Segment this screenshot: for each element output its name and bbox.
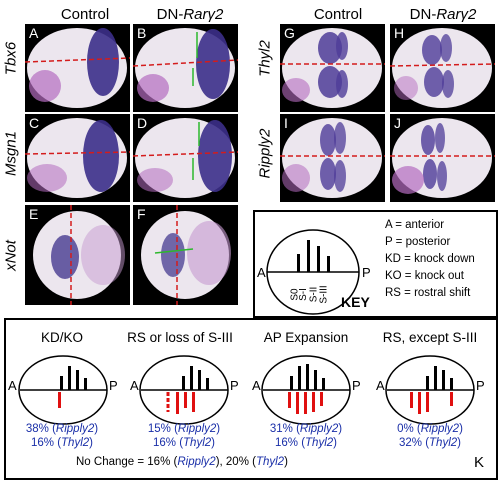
panel-label: A — [29, 25, 39, 41]
category-axis-a-1: A — [8, 378, 17, 393]
row-label-xnot: xNot — [2, 240, 20, 271]
key-box: A P S0 S-I S-II S-III KEY A = anterior P… — [253, 210, 498, 318]
panel-k-label: K — [474, 454, 485, 471]
key-legend-anterior: A = anterior — [385, 219, 445, 231]
no-change-summary: No Change = 16% (Ripply2), 20% (Thyl2) — [76, 456, 288, 468]
panel-label: C — [29, 115, 40, 131]
key-legend: A = anterior P = posterior KD = knock do… — [385, 217, 475, 302]
panel-i: I — [280, 114, 385, 202]
category-axis-a-2: A — [130, 378, 139, 393]
panel-label: D — [137, 115, 148, 131]
category-title-kdko: KD/KO — [40, 330, 83, 345]
key-title: KEY — [341, 294, 370, 310]
panel-j: J — [390, 114, 495, 202]
category-axis-p-2: P — [230, 378, 239, 393]
panel-label: H — [394, 25, 405, 41]
pct-ripply2: 0% (Ripply2) — [397, 423, 463, 435]
panel-h: H — [390, 24, 495, 112]
key-axis-p: P — [362, 265, 371, 280]
header-right-dn-prefix: DN- — [409, 6, 437, 23]
panel-a: A — [25, 24, 130, 112]
row-label-thyl2: Thyl2 — [256, 40, 274, 77]
row-label-tbx6: Tbx6 — [2, 41, 20, 76]
category-axis-a-4: A — [376, 378, 385, 393]
panel-label: F — [137, 206, 146, 222]
category-axis-p-3: P — [352, 378, 361, 393]
panel-label: G — [284, 25, 295, 41]
category-diagrams — [18, 355, 475, 425]
row-label-msgn1: Msgn1 — [2, 130, 20, 177]
pct-thyl2: 32% (Thyl2) — [398, 437, 461, 449]
category-title-rs-loss: RS or loss of S-III — [127, 330, 233, 345]
category-axis-p-1: P — [109, 378, 118, 393]
key-legend-kd: KD = knock down — [385, 253, 475, 265]
pct-thyl2: 16% (Thyl2) — [30, 437, 93, 449]
header-left-dn: DN-Rarγ2 — [140, 6, 240, 23]
category-title-rs-except: RS, except S-III — [382, 330, 478, 345]
pct-thyl2: 16% (Thyl2) — [274, 437, 337, 449]
header-right-dn-gene: Rarγ2 — [436, 6, 477, 23]
category-axis-a-3: A — [252, 378, 261, 393]
pct-ripply2: 38% (Ripply2) — [25, 423, 99, 435]
key-legend-ko: KO = knock out — [385, 270, 464, 282]
header-left-dn-gene: Rarγ2 — [183, 6, 224, 23]
header-left-control: Control — [60, 6, 110, 23]
panel-b: B — [133, 24, 238, 112]
pct-ripply2: 31% (Ripply2) — [269, 423, 343, 435]
panel-label: I — [284, 115, 288, 131]
panel-c: C — [25, 114, 130, 202]
panel-label: J — [394, 115, 401, 131]
category-pct-kdko: 38% (Ripply2) 16% (Thyl2) — [2, 422, 122, 450]
category-pct-rs-except: 0% (Ripply2) 32% (Thyl2) — [370, 422, 490, 450]
pct-thyl2: 16% (Thyl2) — [152, 437, 215, 449]
header-right-control: Control — [313, 6, 363, 23]
header-left-dn-prefix: DN- — [156, 6, 184, 23]
panel-d: D — [133, 114, 238, 202]
panel-f: F — [133, 205, 238, 305]
category-pct-rs-loss: 15% (Ripply2) 16% (Thyl2) — [124, 422, 244, 450]
category-title-ap-expansion: AP Expansion — [263, 330, 349, 345]
pct-ripply2: 15% (Ripply2) — [147, 423, 221, 435]
key-axis-a: A — [257, 265, 266, 280]
key-diagram — [266, 229, 360, 315]
categories-box: KD/KO RS or loss of S-III AP Expansion R… — [4, 318, 498, 480]
category-axis-p-4: P — [476, 378, 485, 393]
key-legend-posterior: P = posterior — [385, 236, 451, 248]
panel-label: E — [29, 206, 39, 222]
category-pct-ap-expansion: 31% (Ripply2) 16% (Thyl2) — [246, 422, 366, 450]
key-somite-s3: S-III — [318, 285, 330, 304]
row-label-ripply2: Ripply2 — [256, 128, 274, 179]
header-right-dn: DN-Rarγ2 — [393, 6, 493, 23]
panel-e: E — [25, 205, 130, 305]
panel-g: G — [280, 24, 385, 112]
key-legend-rs: RS = rostral shift — [385, 287, 471, 299]
panel-label: B — [137, 25, 147, 41]
